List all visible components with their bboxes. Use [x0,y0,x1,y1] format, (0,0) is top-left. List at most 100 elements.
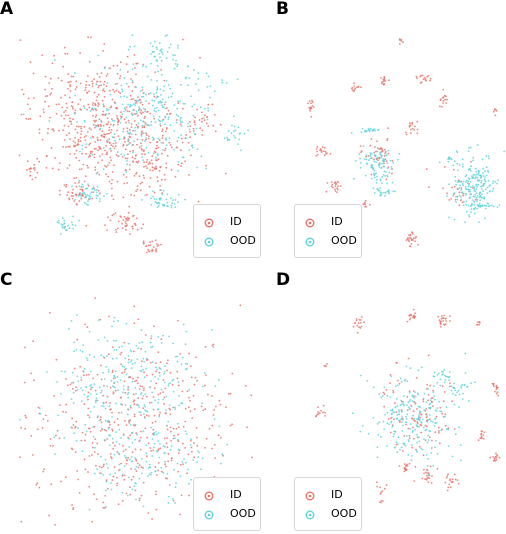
id-point [203,119,206,122]
ood-point [400,399,403,402]
ood-point [443,381,446,384]
id-point [166,446,169,448]
id-point [161,470,163,473]
id-point [84,139,87,142]
id-point [114,145,117,148]
ood-point [233,115,235,118]
id-point [156,144,158,147]
ood-point [159,368,162,370]
ood-point [177,448,180,451]
ood-point [156,60,159,63]
ood-point [91,153,94,156]
id-point [403,435,406,437]
id-point [451,186,453,189]
id-point [318,412,321,414]
ood-point [221,453,224,456]
id-point [437,315,440,318]
ood-point [109,93,112,96]
id-point [24,414,27,417]
id-point [95,99,98,102]
id-point [315,154,317,157]
id-point [115,231,118,234]
id-point [320,149,323,152]
id-point [38,132,41,135]
ood-point [125,367,127,370]
id-point [164,387,167,390]
id-point [193,383,196,386]
id-point [190,440,192,442]
id-point [75,177,78,179]
id-point [51,167,54,170]
ood-point [450,389,453,392]
ood-point [95,191,98,194]
id-point [49,445,52,447]
id-point [151,250,154,252]
id-point [408,437,411,439]
ood-point [137,347,140,350]
ood-point [473,203,476,206]
id-point [411,417,413,420]
id-point [100,466,103,469]
ood-point [197,77,200,80]
id-point [136,462,139,465]
id-point [79,365,82,368]
ood-point [119,122,122,124]
id-point [127,85,130,88]
id-point [125,217,127,220]
id-point [419,445,421,448]
ood-point [114,472,117,474]
ood-point [391,181,394,184]
ood-point [166,201,169,204]
id-point [51,62,54,65]
id-point [97,453,99,455]
ood-point [480,176,482,179]
ood-point [379,178,382,181]
ood-point [408,440,410,443]
id-point [121,222,123,225]
id-point [101,130,104,133]
ood-point [162,149,164,151]
ood-point [488,190,491,193]
ood-point [142,120,145,123]
id-point [389,431,392,434]
ood-point [160,189,163,192]
ood-point [460,385,463,388]
ood-point [113,375,116,378]
id-point [429,77,432,80]
ood-point [93,472,96,475]
id-point [207,393,209,396]
id-point [99,472,101,475]
ood-point [142,159,145,162]
id-point [143,387,145,390]
id-point [134,154,137,157]
ood-point [128,375,131,378]
id-point [197,200,200,203]
id-point [91,150,94,153]
ood-point [218,425,221,428]
ood-point [22,113,25,116]
id-point [99,123,102,126]
id-point [65,403,68,406]
id-point [83,180,86,183]
ood-point [19,418,21,421]
id-point [75,420,78,423]
id-point [83,125,86,128]
ood-point [132,151,134,154]
ood-point [155,96,158,99]
ood-point [451,455,454,458]
id-point [144,334,147,336]
id-point [402,41,404,43]
id-point [193,408,196,410]
id-point [320,151,323,153]
id-point [85,374,88,376]
id-point [103,136,106,139]
id-point [186,472,189,475]
id-point [352,325,355,328]
id-point [111,371,114,373]
id-point [99,430,102,432]
ood-point [140,131,143,134]
id-point [134,489,137,492]
ood-point [141,199,143,201]
id-point [114,389,117,392]
ood-point [97,339,100,341]
